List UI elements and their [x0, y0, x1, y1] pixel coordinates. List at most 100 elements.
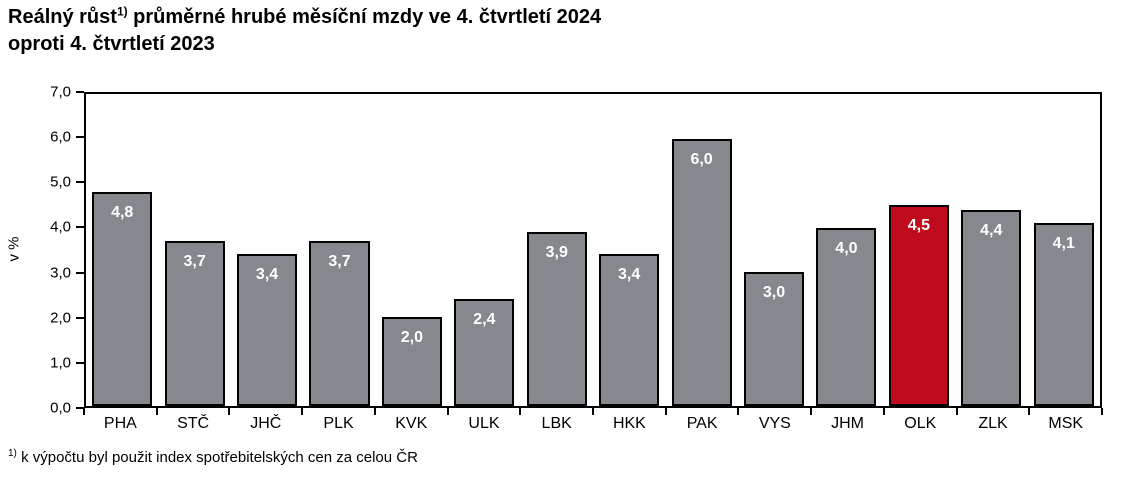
bar: 2,4: [454, 299, 515, 406]
bar: 2,0: [381, 316, 442, 406]
bar: 3,4: [237, 254, 298, 406]
bar: 4,4: [961, 209, 1022, 406]
bar-value-label: 4,8: [111, 204, 134, 222]
chart-title-line1-pre: Reálný růst: [8, 6, 117, 28]
x-axis-labels: PHA STČ JHČ PLK KVK ULK LBK HKK PAK VYS JHM OLK ZLK M…: [84, 415, 1102, 433]
x-tick-mark: [737, 408, 740, 415]
bar: 4,5: [888, 205, 949, 406]
x-tick-mark: [592, 408, 594, 415]
bar-value-label: 3,4: [255, 266, 279, 284]
y-tick-mark: [76, 226, 84, 229]
footnote: 1) k výpočtu byl použit index spotřebite…: [8, 448, 418, 467]
x-tick-label: PAK: [686, 415, 718, 432]
x-tick-mark: [810, 408, 813, 415]
y-tick-mark: [76, 136, 84, 139]
bar-slot: 3,4: [231, 94, 303, 406]
chart-title-line1-post: průměrné hrubé měsíční mzdy ve 4. čtvrtl…: [127, 6, 602, 28]
y-tick-label: 0,0: [50, 399, 71, 417]
bar-slot: 2,4: [448, 94, 520, 406]
bar: 3,7: [164, 241, 225, 406]
x-tick-mark: [882, 408, 885, 415]
bar-slot: 4,5: [883, 94, 955, 406]
chart-title-line2: oproti 4. čtvrtletí 2023: [8, 33, 215, 55]
bar-slot: 4,8: [86, 94, 158, 406]
bar-value-label: 2,0: [400, 328, 424, 346]
y-tick-label: 3,0: [50, 264, 71, 282]
x-tick-mark: [1101, 408, 1103, 415]
bars-container: 4,8 3,7 3,4 3,7 2,0 2,4 3,9 3,4 6,0 3,0 4,0 4,5 4,4 4…: [86, 94, 1100, 406]
y-tick-label: 1,0: [50, 354, 71, 372]
bar-slot: 4,1: [1027, 94, 1099, 406]
bar: 4,0: [816, 227, 877, 406]
y-tick-label: 6,0: [50, 128, 71, 146]
x-tick-label: KVK: [395, 415, 428, 432]
bar-slot: 3,7: [303, 94, 375, 406]
y-tick-label: 2,0: [50, 309, 71, 327]
x-axis-ticks: [83, 408, 1103, 415]
x-tick-label: ZLK: [978, 415, 1008, 432]
bar-slot: 4,0: [810, 94, 882, 406]
x-tick-mark: [1028, 408, 1031, 415]
x-tick-label: ULK: [468, 415, 500, 432]
bar-value-label: 4,4: [980, 221, 1003, 239]
bar-slot: 3,4: [593, 94, 665, 406]
x-tick-mark: [664, 408, 667, 415]
chart-title: Reálný růst1) průměrné hrubé měsíční mzd…: [8, 4, 601, 58]
footnote-text: k výpočtu byl použit index spotřebitelsk…: [16, 449, 418, 466]
x-tick-label: HKK: [612, 415, 646, 432]
y-tick-mark: [76, 316, 84, 319]
x-tick-label: STČ: [177, 415, 210, 432]
bar: 4,1: [1033, 223, 1094, 406]
x-tick-label: LBK: [541, 415, 572, 432]
x-tick-label: VYS: [758, 415, 791, 432]
y-tick-label: 7,0: [50, 83, 71, 101]
x-tick-mark: [301, 408, 304, 415]
bar-value-label: 3,0: [762, 284, 786, 302]
footnote-marker: 1): [8, 448, 17, 459]
x-tick-label: JHČ: [250, 415, 282, 432]
x-tick-mark: [955, 408, 958, 415]
x-tick-label: OLK: [904, 415, 937, 432]
y-tick-mark: [76, 361, 84, 364]
bar: 3,9: [526, 232, 587, 406]
y-axis-ticks: 7,0 6,0 5,0 4,0 3,0 2,0 1,0 0,0: [0, 84, 84, 417]
x-tick-label: PLK: [323, 415, 354, 432]
bar-slot: 2,0: [376, 94, 448, 406]
bar: 3,7: [309, 241, 370, 406]
bar: 3,0: [743, 272, 805, 406]
x-tick-label: JHM: [831, 415, 864, 432]
x-tick-mark: [228, 408, 231, 415]
x-tick-mark: [446, 408, 449, 415]
bar-value-label: 2,4: [473, 311, 496, 329]
bar-value-label: 4,0: [835, 239, 858, 257]
bar-slot: 3,7: [158, 94, 230, 406]
bar: 4,8: [92, 192, 153, 406]
bar-slot: 3,0: [738, 94, 810, 406]
y-tick-mark: [76, 271, 84, 274]
bar-value-label: 3,7: [328, 253, 351, 271]
x-tick-mark: [519, 408, 522, 415]
y-tick-label: 5,0: [50, 173, 71, 191]
y-tick-mark: [76, 181, 84, 184]
x-tick-label: PHA: [103, 415, 137, 432]
bar-value-label: 3,9: [545, 244, 568, 262]
bar-value-label: 3,4: [618, 266, 641, 284]
bar: 6,0: [671, 138, 732, 406]
plot-area: 4,8 3,7 3,4 3,7 2,0 2,4 3,9 3,4 6,0 3,0 4,0 4,5 4,4 4…: [84, 92, 1102, 408]
x-tick-mark: [373, 408, 376, 415]
y-tick-mark: [76, 407, 84, 409]
bar-slot: 3,9: [521, 94, 593, 406]
bar: 3,4: [599, 254, 660, 406]
bar-slot: 6,0: [665, 94, 737, 406]
y-tick-label: 4,0: [50, 218, 71, 236]
bar-value-label: 3,7: [183, 253, 206, 271]
chart-title-footnote-marker: 1): [116, 4, 128, 19]
bar-slot: 4,4: [955, 94, 1027, 406]
x-tick-mark: [83, 408, 85, 415]
bar-value-label: 6,0: [690, 150, 713, 168]
bar-value-label: 4,1: [1052, 235, 1075, 253]
bar-value-label: 4,5: [907, 217, 930, 235]
x-tick-mark: [155, 408, 158, 415]
y-tick-mark: [76, 91, 84, 93]
